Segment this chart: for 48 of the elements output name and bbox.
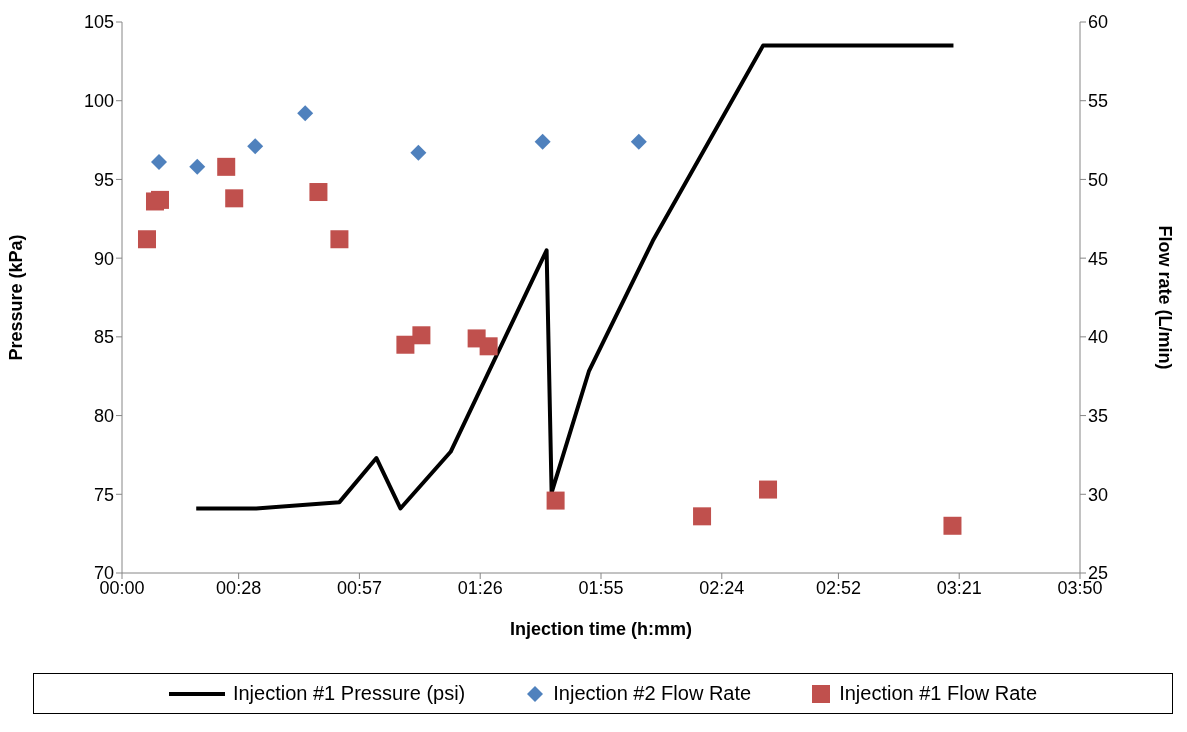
legend-label: Injection #2 Flow Rate <box>553 682 752 705</box>
legend-label: Injection #1 Flow Rate <box>839 682 1038 705</box>
y-tick-label: 100 <box>83 91 114 112</box>
point <box>217 157 236 176</box>
y-tick-label: 90 <box>93 248 114 269</box>
x-tick-label: 02:24 <box>699 577 745 598</box>
y2-tick-label: 30 <box>1088 484 1109 505</box>
point <box>693 507 712 526</box>
y2-tick-label: 50 <box>1088 169 1109 190</box>
point <box>330 230 349 249</box>
point <box>137 230 156 249</box>
y2-tick-label: 45 <box>1088 248 1109 269</box>
point <box>479 337 498 356</box>
point <box>412 326 431 345</box>
point <box>150 154 167 171</box>
y2-axis-title: Flow rate (L/min) <box>1154 225 1175 370</box>
x-tick-label: 01:55 <box>578 577 624 598</box>
point <box>150 190 169 209</box>
y-axis-title: Pressure (kPa) <box>6 234 27 361</box>
point <box>396 335 415 354</box>
point <box>546 491 565 510</box>
point <box>410 144 427 161</box>
legend-label: Injection #1 Pressure (psi) <box>232 682 466 705</box>
point <box>297 105 314 122</box>
line-series <box>194 43 956 511</box>
y-tick-label: 95 <box>93 169 114 190</box>
y-tick-label: 80 <box>93 405 114 426</box>
y-tick-label: 85 <box>93 327 114 348</box>
point <box>534 133 551 150</box>
y2-tick-label: 35 <box>1088 405 1109 426</box>
x-axis-title: Injection time (h:mm) <box>509 619 693 639</box>
y-tick-label: 75 <box>93 484 114 505</box>
y2-tick-label: 40 <box>1088 327 1109 348</box>
point <box>189 158 206 175</box>
point <box>630 133 647 150</box>
point <box>309 183 328 202</box>
point <box>247 138 264 155</box>
x-tick-label: 01:26 <box>457 577 503 598</box>
point <box>225 189 244 208</box>
y-tick-label: 105 <box>83 12 114 33</box>
y2-tick-label: 60 <box>1088 12 1109 33</box>
point <box>943 516 962 535</box>
point <box>759 480 778 499</box>
x-tick-label: 00:28 <box>216 577 262 598</box>
x-tick-label: 00:57 <box>336 577 382 598</box>
y2-tick-label: 55 <box>1088 91 1109 112</box>
x-tick-label: 02:52 <box>815 577 861 598</box>
x-tick-label: 03:21 <box>936 577 982 598</box>
